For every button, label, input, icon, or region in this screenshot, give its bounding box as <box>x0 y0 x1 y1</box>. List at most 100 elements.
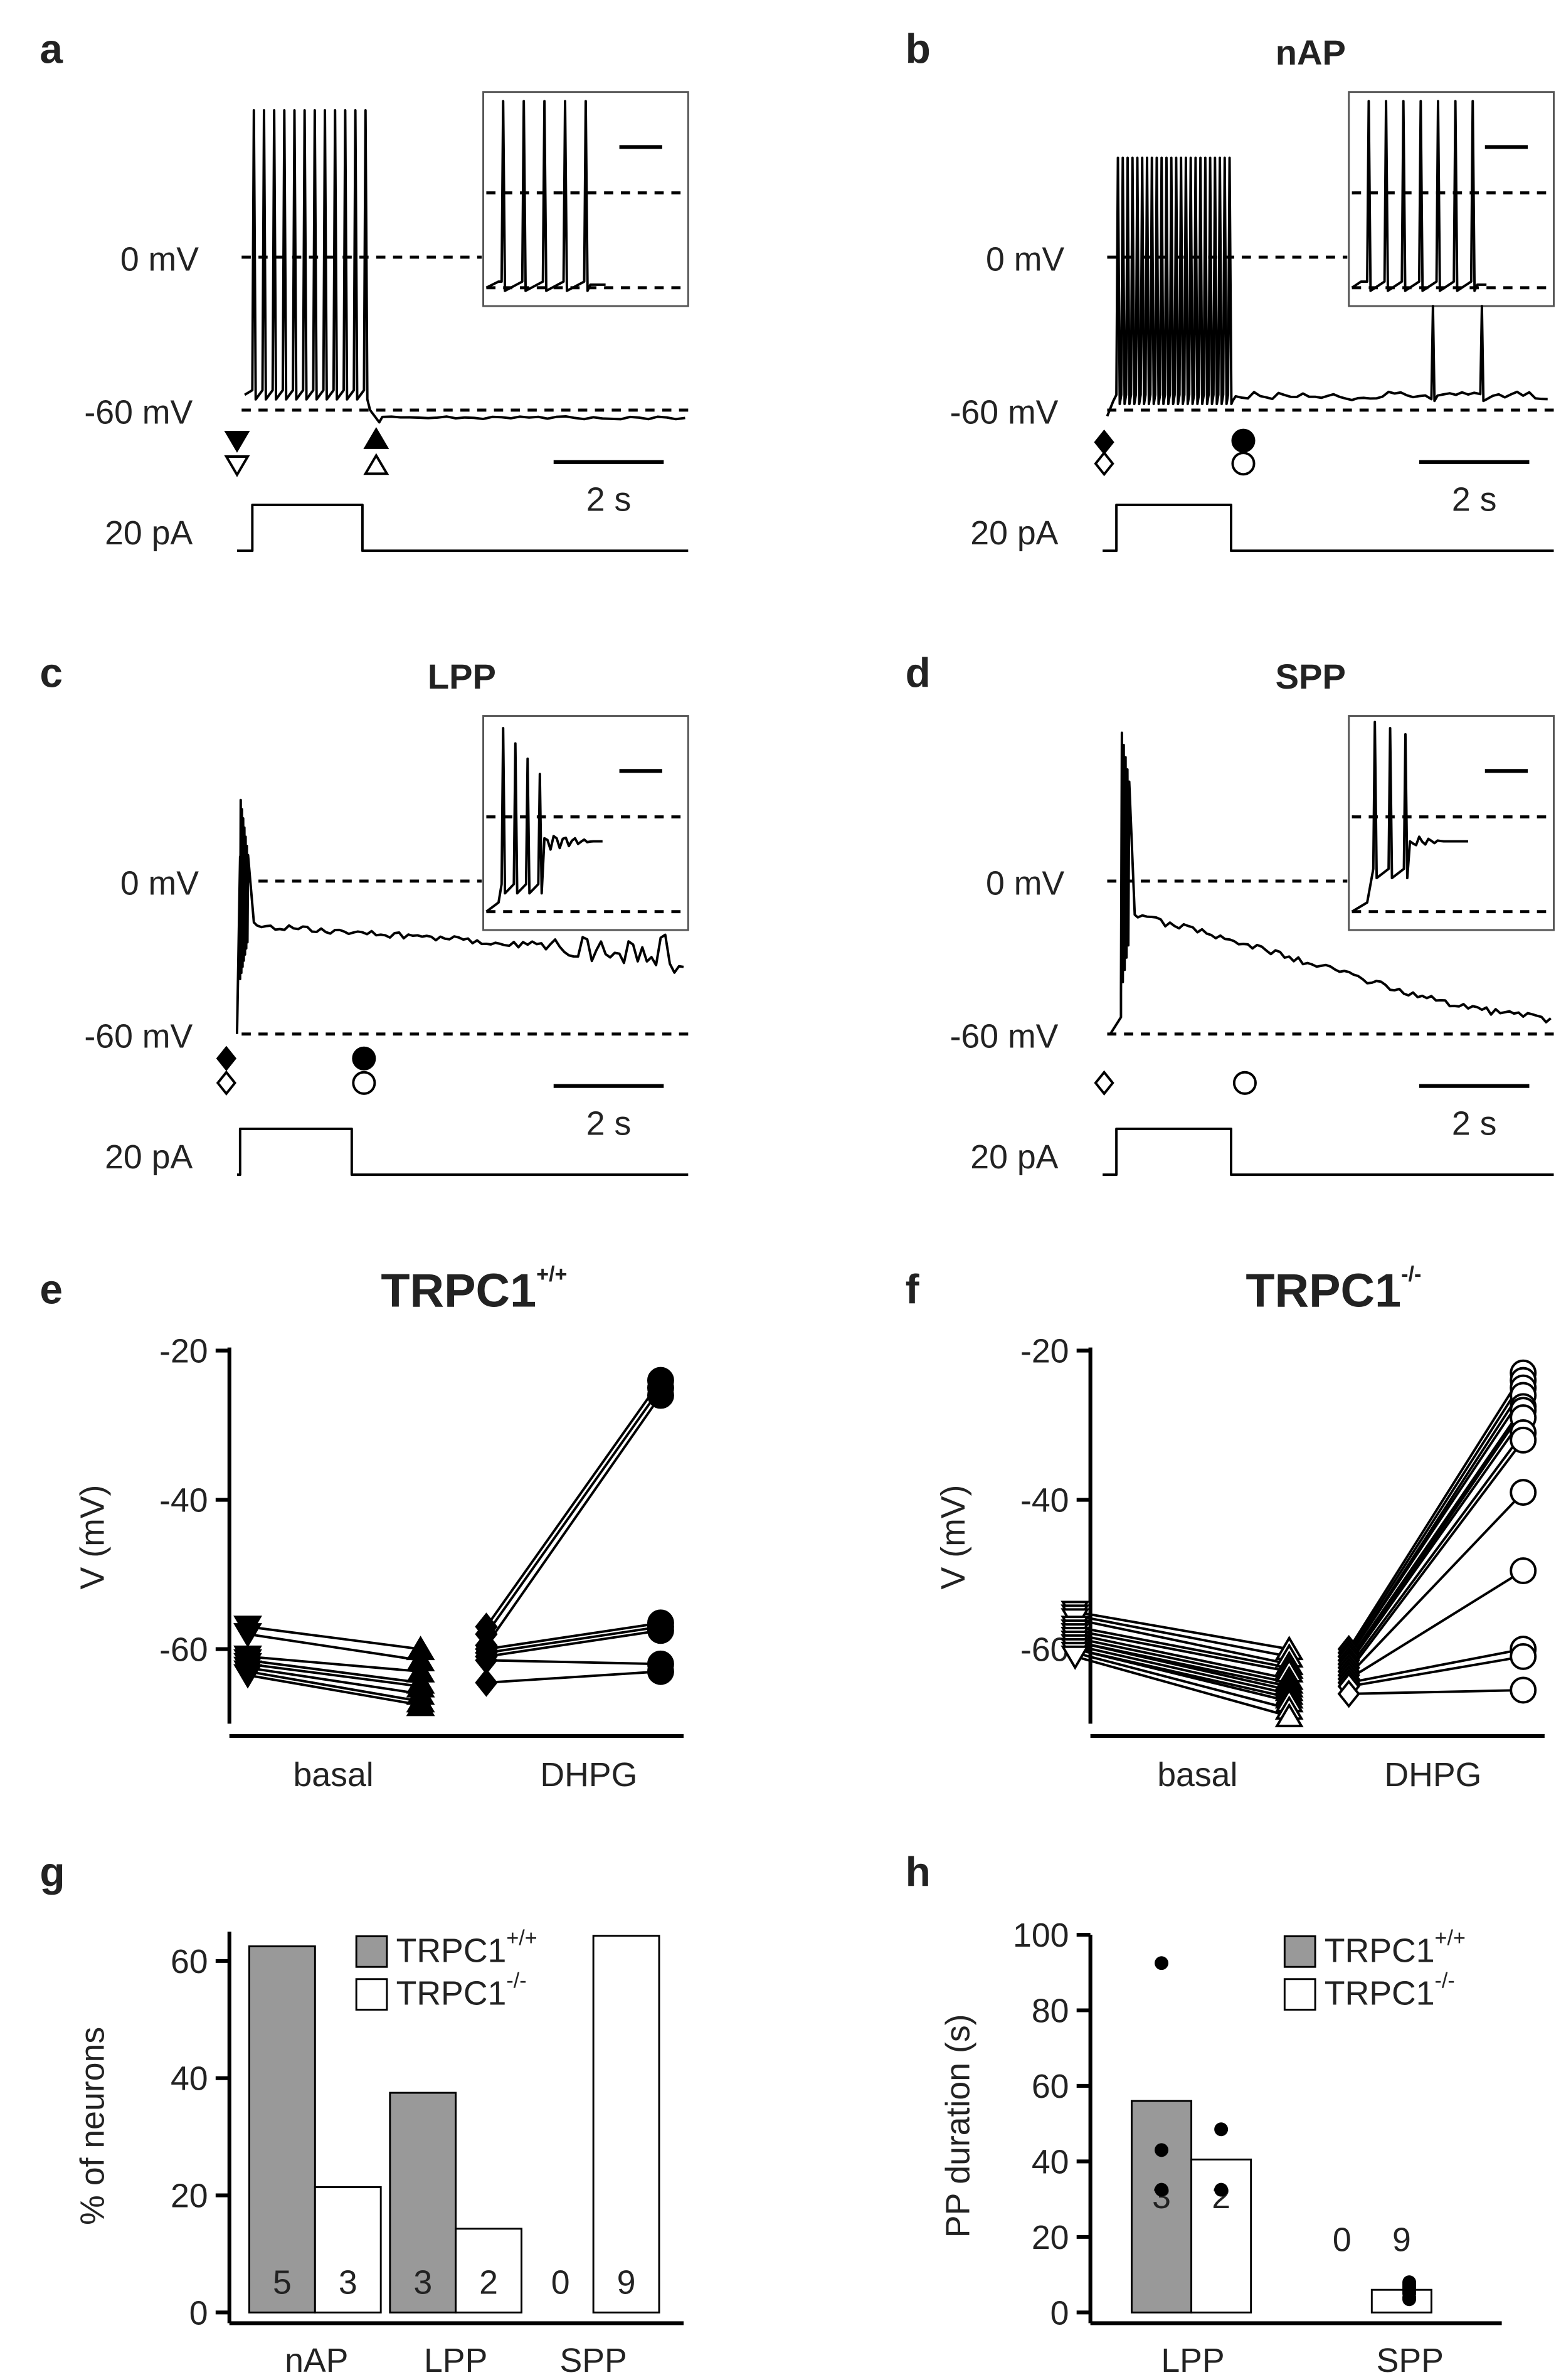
y-tick-label: -60 <box>159 1631 208 1669</box>
pair-line <box>486 1625 661 1654</box>
pair-line <box>1074 1636 1290 1684</box>
marker <box>224 431 250 453</box>
voltage-trace <box>1106 156 1548 417</box>
pair-line <box>1074 1655 1290 1718</box>
bar <box>592 1935 660 2314</box>
x-tick-label: DHPG <box>540 1756 637 1794</box>
n-label: 5 <box>273 2264 292 2302</box>
panel-title: SPP <box>1276 657 1346 696</box>
inset-trace <box>1351 721 1468 913</box>
pair-line <box>1074 1651 1290 1710</box>
panel-title: LPP <box>428 657 496 696</box>
marker <box>647 1382 674 1409</box>
scale-label: 2 s <box>586 1104 632 1142</box>
y-label: -60 mV <box>950 1017 1059 1055</box>
y-label: -60 mV <box>84 1017 193 1055</box>
y-tick-label: -60 <box>1020 1631 1069 1669</box>
title-main: TRPC1 <box>1246 1264 1401 1317</box>
panel-title: TRPC1-/- <box>1246 1262 1421 1317</box>
marker <box>1337 1679 1360 1708</box>
marker <box>1510 1426 1537 1454</box>
marker <box>406 1691 435 1716</box>
marker <box>1094 429 1114 455</box>
y-axis-label: V (mV) <box>934 1485 972 1590</box>
y-label: 0 mV <box>120 864 199 902</box>
scale-label: 2 s <box>1452 1104 1497 1142</box>
y-tick-label: -20 <box>1020 1333 1069 1370</box>
inset-trace <box>485 727 603 913</box>
pair-line <box>247 1632 421 1662</box>
pair-line <box>1348 1380 1525 1654</box>
panel-title: nAP <box>1276 33 1346 72</box>
x-tick-label: SPP <box>559 2342 627 2379</box>
inset-box <box>1348 91 1555 307</box>
y-axis-label: PP duration (s) <box>939 2014 977 2238</box>
pair-line <box>1348 1655 1524 1688</box>
n-label: 0 <box>551 2264 570 2302</box>
panel-title: TRPC1+/+ <box>381 1262 567 1317</box>
y-tick-label: -40 <box>1020 1482 1069 1520</box>
pair-line <box>1348 1405 1525 1661</box>
marker <box>1231 428 1256 453</box>
pair-line <box>1348 1491 1525 1676</box>
legend-sup: +/+ <box>1435 1926 1466 1950</box>
bar <box>1370 2288 1432 2314</box>
scale-label: 2 s <box>586 480 632 518</box>
voltage-trace <box>236 798 684 1034</box>
panel-letter: d <box>906 650 931 696</box>
marker <box>363 453 389 475</box>
marker <box>647 1617 674 1644</box>
inset-trace <box>485 100 606 292</box>
legend-label: TRPC1-/- <box>396 1969 527 2012</box>
pair-line <box>1074 1618 1290 1666</box>
current-label: 20 pA <box>105 514 193 552</box>
y-tick-label: 0 <box>189 2294 208 2332</box>
marker <box>1232 1071 1257 1095</box>
y-tick-label: 40 <box>1032 2143 1069 2181</box>
data-point <box>1402 2275 1417 2290</box>
marker <box>1094 1070 1114 1096</box>
legend-label: TRPC1+/+ <box>1325 1926 1466 1969</box>
y-tick-label: 0 <box>1050 2294 1069 2332</box>
legend-swatch <box>355 1978 388 2011</box>
pair-line <box>1348 1372 1525 1650</box>
marker <box>1510 1479 1537 1506</box>
legend-swatch <box>1283 1978 1316 2011</box>
marker <box>216 1070 237 1096</box>
pair-line <box>1348 1417 1525 1665</box>
pair-line <box>247 1663 421 1688</box>
marker <box>216 1045 237 1071</box>
current-step <box>1103 504 1554 553</box>
marker <box>1510 1557 1537 1585</box>
current-step <box>1103 1128 1554 1177</box>
n-label: 9 <box>617 2264 636 2302</box>
voltage-trace <box>1109 731 1552 1035</box>
current-step <box>236 1128 689 1177</box>
pair-line <box>1074 1610 1289 1651</box>
legend-swatch <box>355 1935 388 1968</box>
bar <box>389 2092 457 2314</box>
marker <box>1274 1703 1304 1728</box>
marker <box>647 1658 674 1685</box>
panel-letter: h <box>906 1848 931 1895</box>
y-axis-label: V (mV) <box>73 1485 111 1590</box>
legend-sup: -/- <box>506 1969 526 1993</box>
legend-label: TRPC1-/- <box>1325 1969 1455 2012</box>
y-tick-label: -40 <box>159 1482 208 1520</box>
marker <box>233 1623 262 1648</box>
title-sup: +/+ <box>536 1262 567 1286</box>
y-label: 0 mV <box>120 241 199 278</box>
panel-letter: f <box>906 1266 920 1312</box>
pair-line <box>1074 1647 1290 1703</box>
pair-line <box>247 1666 421 1695</box>
inset-box <box>1348 715 1555 931</box>
marker <box>1510 1676 1537 1704</box>
pair-line <box>1074 1632 1290 1681</box>
pair-line <box>486 1659 661 1666</box>
x-tick-label: DHPG <box>1384 1756 1481 1794</box>
x-tick-label: LPP <box>1161 2342 1224 2379</box>
y-label: 0 mV <box>986 241 1064 278</box>
pair-line <box>1348 1689 1523 1695</box>
title-sup: -/- <box>1401 1262 1421 1286</box>
pair-line <box>247 1674 421 1706</box>
